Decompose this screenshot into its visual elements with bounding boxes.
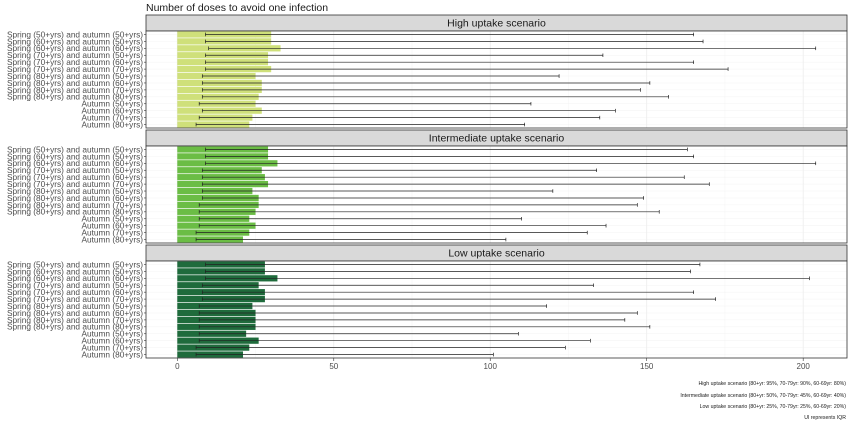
category-label: Spring (50+yrs) and autumn (50+yrs) [7,144,143,154]
category-label: Spring (50+yrs) and autumn (50+yrs) [7,259,143,269]
facet-strip-label: Low uptake scenario [448,248,544,260]
category-label: Spring (70+yrs) and autumn (70+yrs) [7,294,143,304]
category-label: Autumn (70+yrs) [81,228,143,238]
panel-border [145,260,848,359]
chart-title: Number of doses to avoid one infection [146,2,328,14]
category-label: Spring (80+yrs) and autumn (60+yrs) [7,193,143,203]
category-label: Spring (70+yrs) and autumn (60+yrs) [7,57,143,67]
category-label: Spring (80+yrs) and autumn (60+yrs) [7,308,143,318]
category-label: Autumn (50+yrs) [81,329,143,339]
category-label: Spring (70+yrs) and autumn (50+yrs) [7,280,143,290]
facet-panel: Low uptake scenario Spring (50+yrs) and a… [7,244,848,359]
category-label: Spring (70+yrs) and autumn (50+yrs) [7,50,143,60]
panels-layer: High uptake scenario Spring (50+yrs) and … [7,14,848,359]
category-label: Autumn (60+yrs) [81,221,143,231]
category-label: Autumn (80+yrs) [81,234,143,244]
panel-border [145,145,848,244]
facet-strip-label: Intermediate uptake scenario [429,133,565,145]
x-tick-label: 150 [640,362,654,371]
category-label: Spring (60+yrs) and autumn (60+yrs) [7,43,143,53]
category-label: Autumn (50+yrs) [81,214,143,224]
category-label: Spring (60+yrs) and autumn (60+yrs) [7,158,143,168]
category-label: Spring (60+yrs) and autumn (50+yrs) [7,266,143,276]
category-label: Spring (80+yrs) and autumn (60+yrs) [7,78,143,88]
category-label: Spring (80+yrs) and autumn (50+yrs) [7,301,143,311]
facet-strip-label: High uptake scenario [447,18,546,30]
category-label: Autumn (80+yrs) [81,349,143,359]
category-label: Autumn (70+yrs) [81,113,143,123]
category-label: Spring (80+yrs) and autumn (80+yrs) [7,322,143,332]
category-label: Autumn (80+yrs) [81,119,143,129]
category-label: Spring (80+yrs) and autumn (50+yrs) [7,186,143,196]
x-tick-label: 0 [175,362,180,371]
caption-note: Intermediate uptake scenario (80+yr: 50%… [680,393,846,399]
facet-panel: Intermediate uptake scenario Spring (50+y… [7,129,848,244]
category-label: Spring (80+yrs) and autumn (70+yrs) [7,85,143,95]
category-label: Autumn (70+yrs) [81,343,143,353]
x-tick-label: 200 [797,362,811,371]
category-label: Spring (70+yrs) and autumn (70+yrs) [7,64,143,74]
category-label: Spring (80+yrs) and autumn (70+yrs) [7,200,143,210]
category-label: Spring (80+yrs) and autumn (80+yrs) [7,92,143,102]
caption-note: Low uptake scenario (80+yr: 25%, 70-79yr… [700,404,847,410]
panel-border [145,30,848,129]
category-label: Spring (70+yrs) and autumn (50+yrs) [7,165,143,175]
facet-panel: High uptake scenario Spring (50+yrs) and … [7,14,848,129]
category-label: Spring (70+yrs) and autumn (60+yrs) [7,287,143,297]
x-axis: 0 50 100 150 200 [175,358,810,371]
notes-layer: High uptake scenario (80+yr: 95%, 70-79y… [680,381,846,421]
category-label: Autumn (60+yrs) [81,106,143,116]
category-label: Spring (80+yrs) and autumn (80+yrs) [7,207,143,217]
category-label: Spring (70+yrs) and autumn (70+yrs) [7,179,143,189]
category-label: Autumn (60+yrs) [81,336,143,346]
category-label: Spring (80+yrs) and autumn (50+yrs) [7,71,143,81]
category-label: Spring (60+yrs) and autumn (50+yrs) [7,36,143,46]
category-label: Autumn (50+yrs) [81,99,143,109]
category-label: Spring (50+yrs) and autumn (50+yrs) [7,29,143,39]
category-label: Spring (80+yrs) and autumn (70+yrs) [7,315,143,325]
category-label: Spring (60+yrs) and autumn (50+yrs) [7,151,143,161]
category-label: Spring (70+yrs) and autumn (60+yrs) [7,172,143,182]
category-label: Spring (60+yrs) and autumn (60+yrs) [7,273,143,283]
x-tick-label: 50 [329,362,338,371]
caption-note: High uptake scenario (80+yr: 95%, 70-79y… [699,381,847,387]
x-tick-label: 100 [484,362,498,371]
caption-note: UI represents IQR [804,415,846,421]
